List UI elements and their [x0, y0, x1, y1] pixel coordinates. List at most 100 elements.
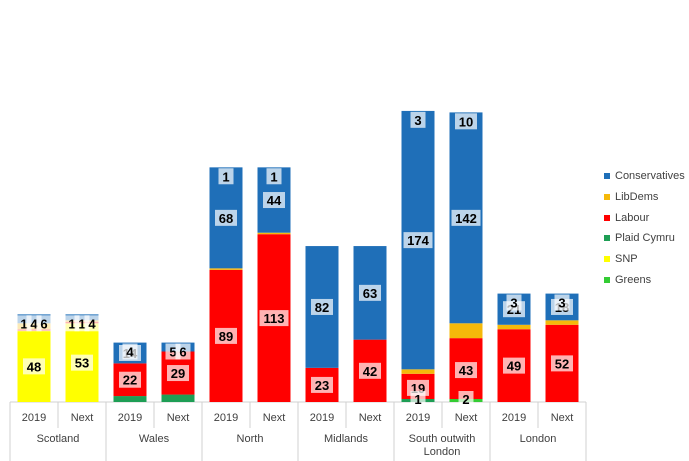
legend-swatch	[604, 256, 610, 263]
x-tick-label: Next	[359, 412, 382, 424]
chart-data-labels: 4814653114221442956896811134412382426319…	[16, 111, 573, 407]
chart-tick-labels: 2019 Next Scotland 2019 Next Wales 2019 Next Nor…	[22, 412, 574, 458]
data-label-bg	[403, 232, 433, 249]
data-label-bg	[71, 354, 93, 371]
data-label: 29	[171, 366, 185, 381]
legend-item: SNP	[604, 249, 685, 270]
legend-item: Conservatives	[604, 166, 685, 187]
data-label-bg	[263, 192, 285, 209]
data-label: 6	[179, 345, 186, 360]
legend-label: SNP	[615, 253, 638, 266]
data-label: 42	[363, 364, 377, 379]
data-label-bg	[215, 327, 237, 344]
data-label-bg	[503, 357, 525, 374]
legend-swatch	[604, 235, 610, 242]
x-tick-label: 2019	[406, 412, 430, 424]
legend-item: Labour	[604, 207, 685, 228]
data-label-bg	[359, 362, 381, 379]
data-label: 43	[459, 363, 473, 378]
legend-swatch	[604, 276, 610, 283]
bar-plaid-cymru	[161, 394, 195, 402]
legend-label: Plaid Cymru	[615, 232, 675, 245]
bar-libdems	[545, 320, 579, 325]
legend-label: Greens	[615, 273, 652, 286]
data-label: 6	[40, 316, 47, 331]
data-label-bg	[266, 168, 282, 185]
group-label: London	[520, 433, 557, 445]
x-tick-label: Next	[71, 412, 94, 424]
data-label-bg	[218, 168, 234, 185]
data-label-bg	[455, 113, 477, 130]
legend-item: Greens	[604, 269, 685, 290]
data-label-bg	[455, 362, 477, 379]
x-tick-label: 2019	[310, 412, 334, 424]
data-label-bg	[259, 310, 289, 327]
data-label-bg	[359, 284, 381, 301]
data-label: 10	[459, 114, 473, 129]
group-label: South outwith	[409, 433, 476, 445]
data-label: 1	[68, 316, 75, 331]
x-tick-label: Next	[551, 412, 574, 424]
group-label: North	[237, 433, 264, 445]
data-label-bg	[458, 391, 474, 407]
chart-legend: Conservatives LibDems Labour Plaid Cymru SNP…	[604, 166, 685, 290]
data-label-bg	[119, 371, 141, 388]
data-label-bg	[84, 315, 100, 332]
group-label: Scotland	[37, 433, 80, 445]
data-label: 49	[507, 359, 521, 374]
bar-libdems	[209, 268, 243, 270]
data-label-bg	[410, 391, 426, 407]
data-label-bg	[554, 294, 570, 311]
bar-plaid-cymru	[113, 396, 147, 402]
data-label-bg	[36, 315, 52, 332]
legend-swatch	[604, 194, 610, 201]
data-label: 52	[555, 356, 569, 371]
data-label: 82	[315, 300, 329, 315]
data-label: 3	[558, 296, 565, 311]
data-label: 1	[414, 392, 421, 407]
data-label: 23	[315, 378, 329, 393]
bar-libdems	[257, 232, 291, 235]
legend-label: LibDems	[615, 191, 659, 204]
data-label-bg	[167, 365, 189, 382]
x-tick-label: 2019	[502, 412, 526, 424]
data-label: 5	[169, 345, 176, 360]
data-label: 3	[510, 296, 517, 311]
legend-item: Plaid Cymru	[604, 228, 685, 249]
data-label: 1	[270, 169, 277, 184]
data-label: 113	[264, 311, 285, 326]
data-label: 63	[363, 286, 377, 301]
data-label: 89	[219, 329, 233, 344]
data-label-bg	[311, 298, 333, 315]
data-label-bg	[175, 343, 191, 360]
data-label: 48	[27, 359, 41, 374]
data-label: 2	[462, 392, 469, 407]
x-tick-label: Next	[455, 412, 478, 424]
data-label-bg	[410, 111, 426, 128]
data-label-bg	[506, 294, 522, 311]
data-label-bg	[23, 358, 45, 375]
bar-libdems	[401, 369, 435, 374]
data-label: 53	[75, 356, 89, 371]
chart-bars	[17, 110, 579, 402]
x-tick-label: 2019	[22, 412, 46, 424]
data-label: 3	[414, 113, 421, 128]
data-label: 68	[219, 211, 233, 226]
data-label: 22	[123, 373, 137, 388]
data-label: 142	[455, 211, 477, 226]
x-tick-label: Next	[263, 412, 286, 424]
data-label-bg	[551, 355, 573, 372]
legend-item: LibDems	[604, 187, 685, 208]
data-label: 4	[126, 345, 134, 360]
legend-label: Labour	[615, 211, 650, 224]
x-tick-label: 2019	[118, 412, 142, 424]
data-label: 174	[407, 233, 429, 248]
legend-swatch	[604, 173, 610, 180]
x-tick-label: 2019	[214, 412, 238, 424]
chart-axes	[9, 401, 587, 461]
data-label-bg	[451, 209, 481, 226]
legend-label: Conservatives	[615, 170, 685, 183]
data-label-bg	[311, 376, 333, 393]
data-label: 1	[20, 316, 27, 331]
